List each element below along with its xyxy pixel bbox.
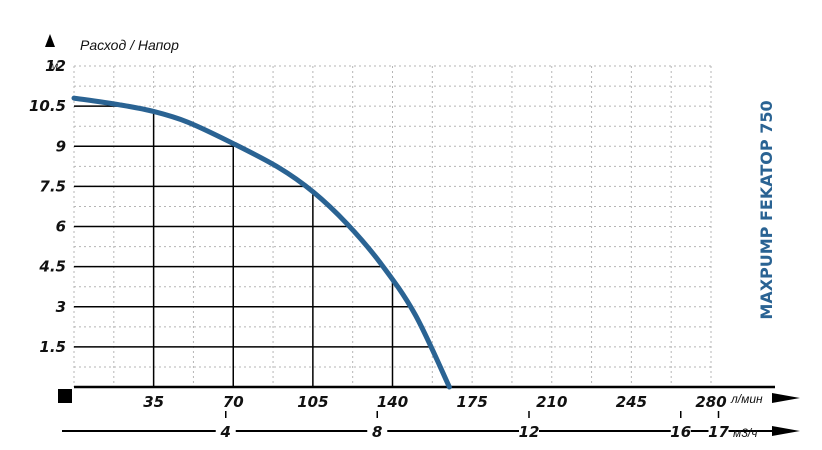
ref-lines <box>74 105 431 387</box>
y-unit-label: м <box>50 59 58 73</box>
x2-tick-gap <box>708 424 729 438</box>
pump-curve-line <box>71 95 452 390</box>
x-tick-label: 105 <box>297 393 328 411</box>
x-tick-label: 175 <box>456 393 487 411</box>
x-tick-label: 140 <box>377 393 408 411</box>
x-axis-arrow-icon <box>772 393 800 403</box>
x-axis-m3h: м3/ч 4 8 12 16 17 <box>62 411 800 441</box>
x2-tick-label: 16 <box>670 423 691 441</box>
y-tick-label: 7.5 <box>39 177 66 195</box>
y-tick-label: 6 <box>56 218 66 236</box>
y-axis: Расход / Напор м 12 10.5 9 7.5 6 4.5 3 1.5 <box>29 34 179 356</box>
x2-tick-label: 12 <box>519 423 540 441</box>
x2-tick-label: 8 <box>372 423 382 441</box>
x-tick-label: 70 <box>223 393 244 411</box>
x-tick-label: 280 <box>695 393 726 411</box>
x2-tick-label: 17 <box>708 423 729 441</box>
chart-title: MAXPUMP FEKATOP 750 <box>757 100 776 319</box>
y-axis-title: Расход / Напор <box>80 37 179 53</box>
y-tick-label: 10.5 <box>29 97 66 115</box>
x2-axis-arrow-icon <box>772 426 800 436</box>
x-tick-label: 35 <box>143 393 164 411</box>
y-tick-label: 1.5 <box>39 338 66 356</box>
x-tick-label: 210 <box>536 393 567 411</box>
y-tick-label: 3 <box>56 298 66 316</box>
x-tick-label: 245 <box>616 393 647 411</box>
x2-tick-gap <box>670 424 691 438</box>
x-unit-label: л/мин <box>730 392 763 406</box>
x2-tick-label: 4 <box>220 423 231 441</box>
x-axis-lpm: л/мин 35 70 105 140 175 210 245 280 <box>74 385 800 411</box>
x2-tick-gap <box>215 424 236 438</box>
x2-tick-gap <box>367 424 388 438</box>
y-tick-label: 4.5 <box>38 258 66 276</box>
y-tick-label: 9 <box>56 137 66 155</box>
x2-unit-label: м3/ч <box>733 426 757 440</box>
origin-square-icon <box>58 389 72 403</box>
y-tick-label: 12 <box>45 57 66 75</box>
x2-tick-gap <box>519 424 539 438</box>
y-axis-arrow-icon <box>45 34 55 47</box>
